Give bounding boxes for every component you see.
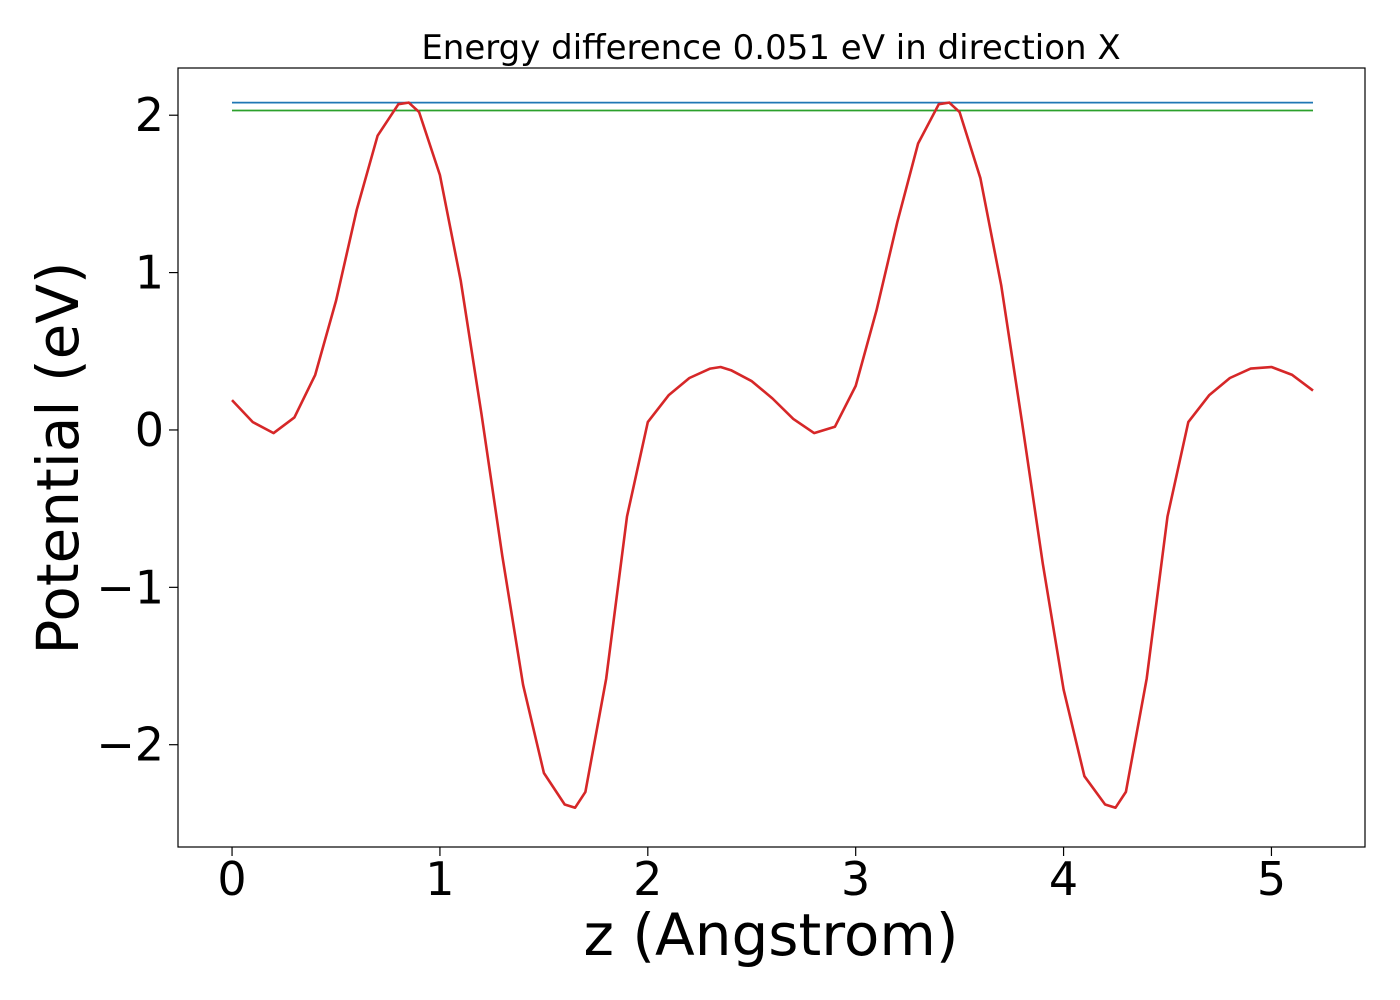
y-tick-label: −1 (96, 560, 164, 614)
x-axis: 0 1 2 3 4 5 (217, 847, 1286, 906)
plot-frame (177, 67, 1366, 848)
x-tick-label: 3 (841, 852, 870, 906)
chart-title: Energy difference 0.051 eV in direction … (421, 28, 1120, 68)
x-tick-label: 1 (425, 852, 454, 906)
y-axis: −2 −1 0 1 2 (96, 88, 178, 772)
x-tick-label: 2 (633, 852, 662, 906)
series-line-3 (231, 101, 1314, 810)
x-tick-label: 0 (217, 852, 246, 906)
x-tick-label: 5 (1257, 852, 1286, 906)
y-tick-label: −2 (96, 718, 164, 772)
y-tick-label: 0 (135, 403, 164, 457)
y-tick-label: 2 (135, 88, 164, 142)
y-axis-label: Potential (eV) (24, 261, 92, 654)
x-tick-label: 4 (1049, 852, 1078, 906)
x-axis-label: z (Angstrom) (584, 901, 959, 969)
series-layer (231, 101, 1314, 810)
y-tick-label: 1 (135, 246, 164, 300)
